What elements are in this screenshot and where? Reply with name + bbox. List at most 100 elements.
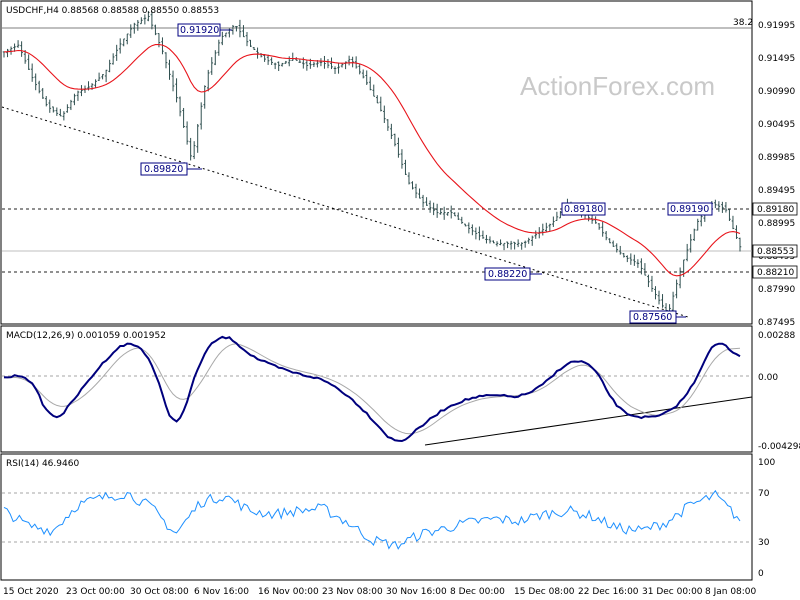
- price-bar: [386, 119, 390, 131]
- price-bar: [449, 205, 453, 219]
- price-bar: [333, 66, 337, 74]
- price-bar: [428, 200, 432, 213]
- rsi-title: RSI(14) 46.9460: [6, 459, 79, 469]
- macd-signal-line: [3, 343, 741, 435]
- macd-layer: [3, 335, 741, 443]
- support-tag: 0.88210: [752, 265, 798, 279]
- price-bar: [231, 24, 235, 35]
- price-bar: [523, 240, 527, 248]
- price-bar: [143, 14, 147, 25]
- svg-text:0.89180: 0.89180: [757, 205, 794, 215]
- price-bar: [44, 96, 48, 107]
- price-bar: [372, 84, 376, 97]
- price-tick: 0.87990: [758, 285, 795, 295]
- price-bar: [41, 87, 45, 99]
- price-bar: [111, 53, 115, 65]
- svg-text:0.88210: 0.88210: [757, 268, 794, 278]
- price-bar: [611, 240, 615, 247]
- price-tick: 0.89985: [758, 153, 795, 163]
- price-bar: [414, 183, 418, 199]
- price-bar: [456, 212, 460, 220]
- price-bar: [298, 59, 302, 63]
- current-price-tag: 0.88553: [752, 244, 798, 258]
- macd-tick: 0.00288: [758, 331, 795, 341]
- price-bar: [379, 96, 383, 112]
- macd-y-axis: 0.00288 0.00 -0.004298: [758, 331, 800, 452]
- rsi-y-axis: 100 70 30 0: [758, 458, 775, 579]
- price-bar: [548, 223, 552, 232]
- price-bar: [9, 46, 13, 55]
- price-bar: [530, 235, 534, 246]
- price-bar: [263, 54, 266, 62]
- price-bar: [439, 208, 442, 215]
- price-bar: [136, 19, 140, 31]
- price-bar: [242, 25, 245, 38]
- price-bar: [597, 223, 601, 230]
- price-bar: [94, 79, 97, 88]
- price-bar: [721, 201, 724, 213]
- price-bar: [647, 274, 650, 288]
- price-bar: [435, 203, 439, 218]
- price-bar: [319, 58, 323, 67]
- price-bar: [171, 70, 175, 92]
- rsi-tick: 0: [758, 569, 764, 579]
- price-bar: [626, 255, 629, 263]
- price-bar: [506, 241, 509, 249]
- price-bar: [76, 90, 80, 101]
- rsi-tick: 70: [758, 489, 770, 499]
- annotation-low-3: 0.87560: [629, 310, 686, 324]
- price-bar: [675, 279, 678, 299]
- price-bar: [73, 93, 76, 106]
- svg-text:0.91920: 0.91920: [180, 25, 219, 36]
- price-bar: [467, 222, 471, 234]
- price-tick: 0.91995: [758, 21, 795, 31]
- price-bar: [485, 234, 488, 244]
- price-bar: [714, 199, 717, 209]
- x-tick-label: 30 Nov 16:00: [386, 587, 447, 597]
- price-bar: [277, 61, 280, 72]
- price-bar: [643, 263, 647, 276]
- price-bar: [478, 226, 481, 241]
- price-bar: [266, 54, 270, 65]
- resistance-tag: 0.89180: [752, 202, 798, 216]
- price-bar: [464, 223, 467, 227]
- price-bar: [6, 48, 9, 58]
- price-bar: [48, 99, 52, 113]
- price-bar: [375, 95, 379, 104]
- annotation-high-1: 0.91920: [177, 23, 232, 37]
- price-bar: [210, 57, 214, 75]
- price-bar: [516, 239, 520, 248]
- price-bar: [189, 137, 192, 161]
- price-bar: [657, 290, 661, 305]
- price-bar: [629, 253, 633, 265]
- price-bar: [37, 80, 41, 94]
- price-bar: [273, 62, 277, 70]
- price-bar: [252, 47, 256, 51]
- price-bar: [13, 43, 16, 52]
- price-bar: [235, 26, 238, 32]
- price-bar: [340, 63, 344, 68]
- price-bar: [446, 212, 450, 216]
- price-bar: [256, 47, 259, 59]
- price-bar: [23, 49, 27, 64]
- price-bar: [108, 59, 111, 73]
- price-bar: [400, 149, 404, 169]
- price-bar: [601, 221, 604, 237]
- price-bar: [150, 11, 154, 30]
- price-bar: [728, 209, 731, 222]
- price-bar: [393, 133, 397, 147]
- price-bar: [16, 40, 20, 48]
- price-bar: [481, 230, 485, 239]
- price-bar: [199, 102, 203, 130]
- price-bar: [545, 222, 548, 233]
- price-bar: [161, 37, 164, 55]
- price-bar: [249, 39, 252, 47]
- price-y-axis: 0.91995 0.91495 0.90990 0.90495 0.89985 …: [758, 21, 795, 328]
- price-bar: [622, 252, 626, 258]
- price-bar: [125, 33, 129, 45]
- x-tick-label: 15 Dec 08:00: [514, 587, 575, 597]
- price-bar: [724, 202, 728, 213]
- price-bar: [118, 38, 122, 54]
- price-bar: [185, 121, 189, 145]
- price-bar: [509, 240, 513, 250]
